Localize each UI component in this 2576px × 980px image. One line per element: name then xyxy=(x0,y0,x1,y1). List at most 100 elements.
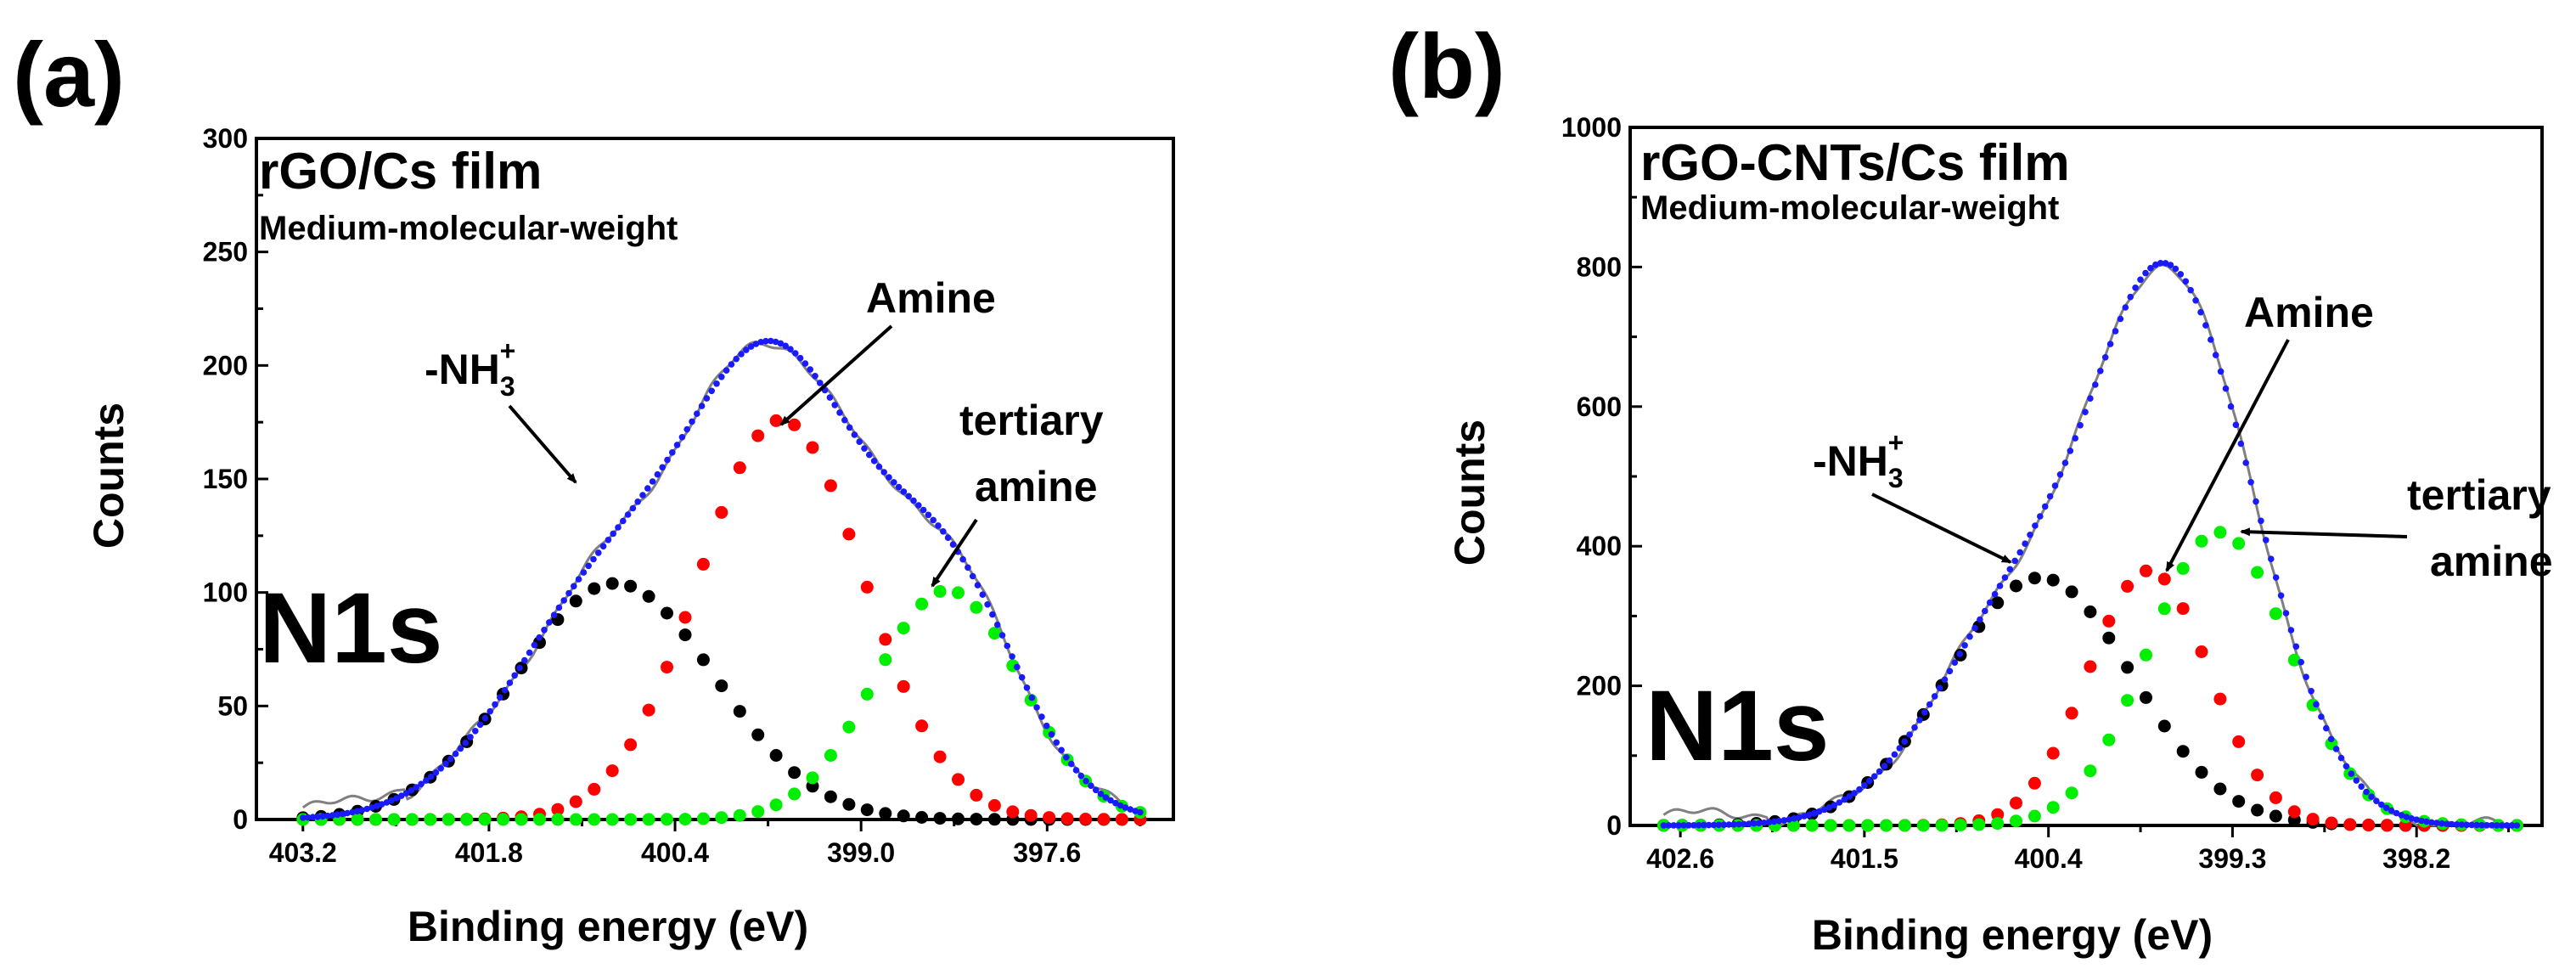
panel-b-envelope-point xyxy=(1700,821,1707,829)
panel-b-data-point xyxy=(2232,795,2246,808)
panel-b-envelope-point xyxy=(1690,822,1697,829)
panel-a-data-point xyxy=(933,812,947,825)
panel-b-envelope-point xyxy=(1680,822,1687,829)
panel-b: (b) 0 200 400 600 800 1000 402.6 401.5 400.4 399.… xyxy=(1388,14,2553,959)
panel-a-data-point xyxy=(424,813,437,826)
panel-a-data-point xyxy=(442,813,455,826)
panel-b-data-point xyxy=(2157,602,2171,616)
panel-a-data-point xyxy=(915,811,929,824)
panel-a-ytick-label: 200 xyxy=(203,350,248,380)
panel-b-data-point xyxy=(2287,805,2301,819)
panel-b-envelope-point xyxy=(2353,777,2360,784)
panel-b-envelope-point xyxy=(2268,555,2275,562)
panel-b-envelope-point xyxy=(1891,751,1898,758)
panel-b-envelope-point xyxy=(2051,482,2059,489)
panel-a-ytick-label: 150 xyxy=(203,464,248,494)
panel-a-envelope-point xyxy=(796,354,804,362)
panel-b-envelope-point xyxy=(2292,643,2300,651)
panel-a-envelope-point xyxy=(836,409,843,416)
panel-a-data-point xyxy=(624,813,638,826)
panel-a-envelope-point xyxy=(546,619,553,626)
panel-a-envelope-point xyxy=(831,402,838,408)
panel-b-envelope-point xyxy=(1941,676,1949,684)
panel-b-envelope-point xyxy=(2067,448,2074,454)
panel-a-data-point xyxy=(788,418,801,431)
panel-b-envelope-point xyxy=(1735,820,1742,828)
panel-b-data-point xyxy=(2176,602,2190,616)
panel-a-envelope-point xyxy=(728,361,735,368)
panel-b-envelope-point xyxy=(1956,651,1963,657)
panel-a-envelope-point xyxy=(615,524,622,531)
panel-a-envelope-point xyxy=(866,451,873,459)
panel-a-data-point xyxy=(860,687,874,701)
panel-b-envelope-point xyxy=(2503,822,2511,829)
panel-b-data-point xyxy=(2065,786,2078,800)
panel-b-data-point xyxy=(2084,605,2097,618)
panel-a-core-level: N1s xyxy=(259,572,442,684)
panel-a-envelope-point xyxy=(925,511,932,519)
panel-b-envelope-point xyxy=(2363,788,2370,796)
panel-a-envelope-point xyxy=(694,410,700,418)
panel-b-envelope-point xyxy=(1801,813,1808,819)
panel-a-envelope-point xyxy=(959,555,966,563)
panel-a-data-point xyxy=(551,813,565,826)
panel-b-data-point xyxy=(2010,814,2022,828)
panel-a-plot-area: 0 50 100 150 200 250 300 403.2 401.8 400.4 399.0 39… xyxy=(203,123,1175,868)
panel-b-envelope-point xyxy=(2408,815,2416,822)
panel-a-envelope-point xyxy=(1107,797,1114,804)
panel-b-envelope-point xyxy=(2313,701,2320,708)
panel-b-envelope-point xyxy=(2308,688,2314,695)
panel-b-envelope-point xyxy=(1896,745,1904,752)
panel-b-data-point xyxy=(2195,645,2208,658)
panel-a-envelope-point xyxy=(1028,694,1036,701)
panel-a-data-point xyxy=(970,813,983,826)
panel-b-data-point xyxy=(2325,816,2338,830)
panel-b-data-point xyxy=(2381,819,2393,832)
panel-a-data-point xyxy=(824,479,837,493)
panel-a-envelope-point xyxy=(314,814,322,820)
panel-b-envelope-point xyxy=(2046,493,2054,500)
panel-a-data-point xyxy=(987,799,1001,812)
panel-b-envelope-point xyxy=(2101,354,2109,361)
panel-a-data-point xyxy=(642,589,655,603)
panel-a-data-point xyxy=(569,813,582,826)
panel-a-envelope-point xyxy=(516,664,523,672)
panel-b-envelope-point xyxy=(1665,822,1673,829)
panel-b-envelope-point xyxy=(1775,818,1783,825)
panel-a-data-point xyxy=(696,653,710,667)
panel-b-envelope-point xyxy=(1951,659,1959,666)
panel-b-envelope-point xyxy=(2152,261,2159,268)
panel-b-data-point xyxy=(2176,561,2190,575)
panel-b-envelope-point xyxy=(1730,821,1737,828)
panel-a-envelope-point xyxy=(378,801,385,808)
panel-b-data-point xyxy=(2010,579,2022,593)
panel-a-envelope-point xyxy=(413,784,420,791)
panel-b-envelope-point xyxy=(2443,820,2450,827)
panel-b-data-point xyxy=(1954,819,1967,832)
panel-a-envelope-point xyxy=(565,589,572,597)
panel-a-envelope-point xyxy=(1038,713,1045,720)
panel-a-envelope-point xyxy=(555,604,563,611)
panel-a-envelope-point xyxy=(550,611,558,618)
panel-a-envelope-point xyxy=(1014,663,1021,671)
panel-b-envelope-point xyxy=(1977,616,1983,623)
panel-a-envelope-point xyxy=(875,463,883,470)
panel-a-envelope-point xyxy=(998,632,1006,639)
panel-b-envelope-point xyxy=(1986,599,1994,606)
panel-b-envelope-point xyxy=(2197,308,2204,316)
panel-a-data-point xyxy=(715,679,728,693)
panel-b-envelope-point xyxy=(2382,804,2390,812)
panel-b-envelope-point xyxy=(1696,821,1702,829)
panel-a-xtick-label: 400.4 xyxy=(641,837,709,868)
panel-a-data-point xyxy=(915,597,929,611)
panel-b-envelope-point xyxy=(2172,265,2179,273)
panel-b-envelope-point xyxy=(2318,713,2325,720)
panel-a-envelope-point xyxy=(747,343,755,350)
panel-b-data-point xyxy=(2102,614,2116,628)
panel-b-envelope-point xyxy=(1825,804,1833,811)
panel-b-envelope-point xyxy=(1901,738,1908,745)
panel-a-label: (a) xyxy=(13,23,125,126)
panel-a-envelope-point xyxy=(664,456,671,464)
panel-a-data-point xyxy=(515,813,528,826)
panel-b-envelope-point xyxy=(1746,820,1752,827)
